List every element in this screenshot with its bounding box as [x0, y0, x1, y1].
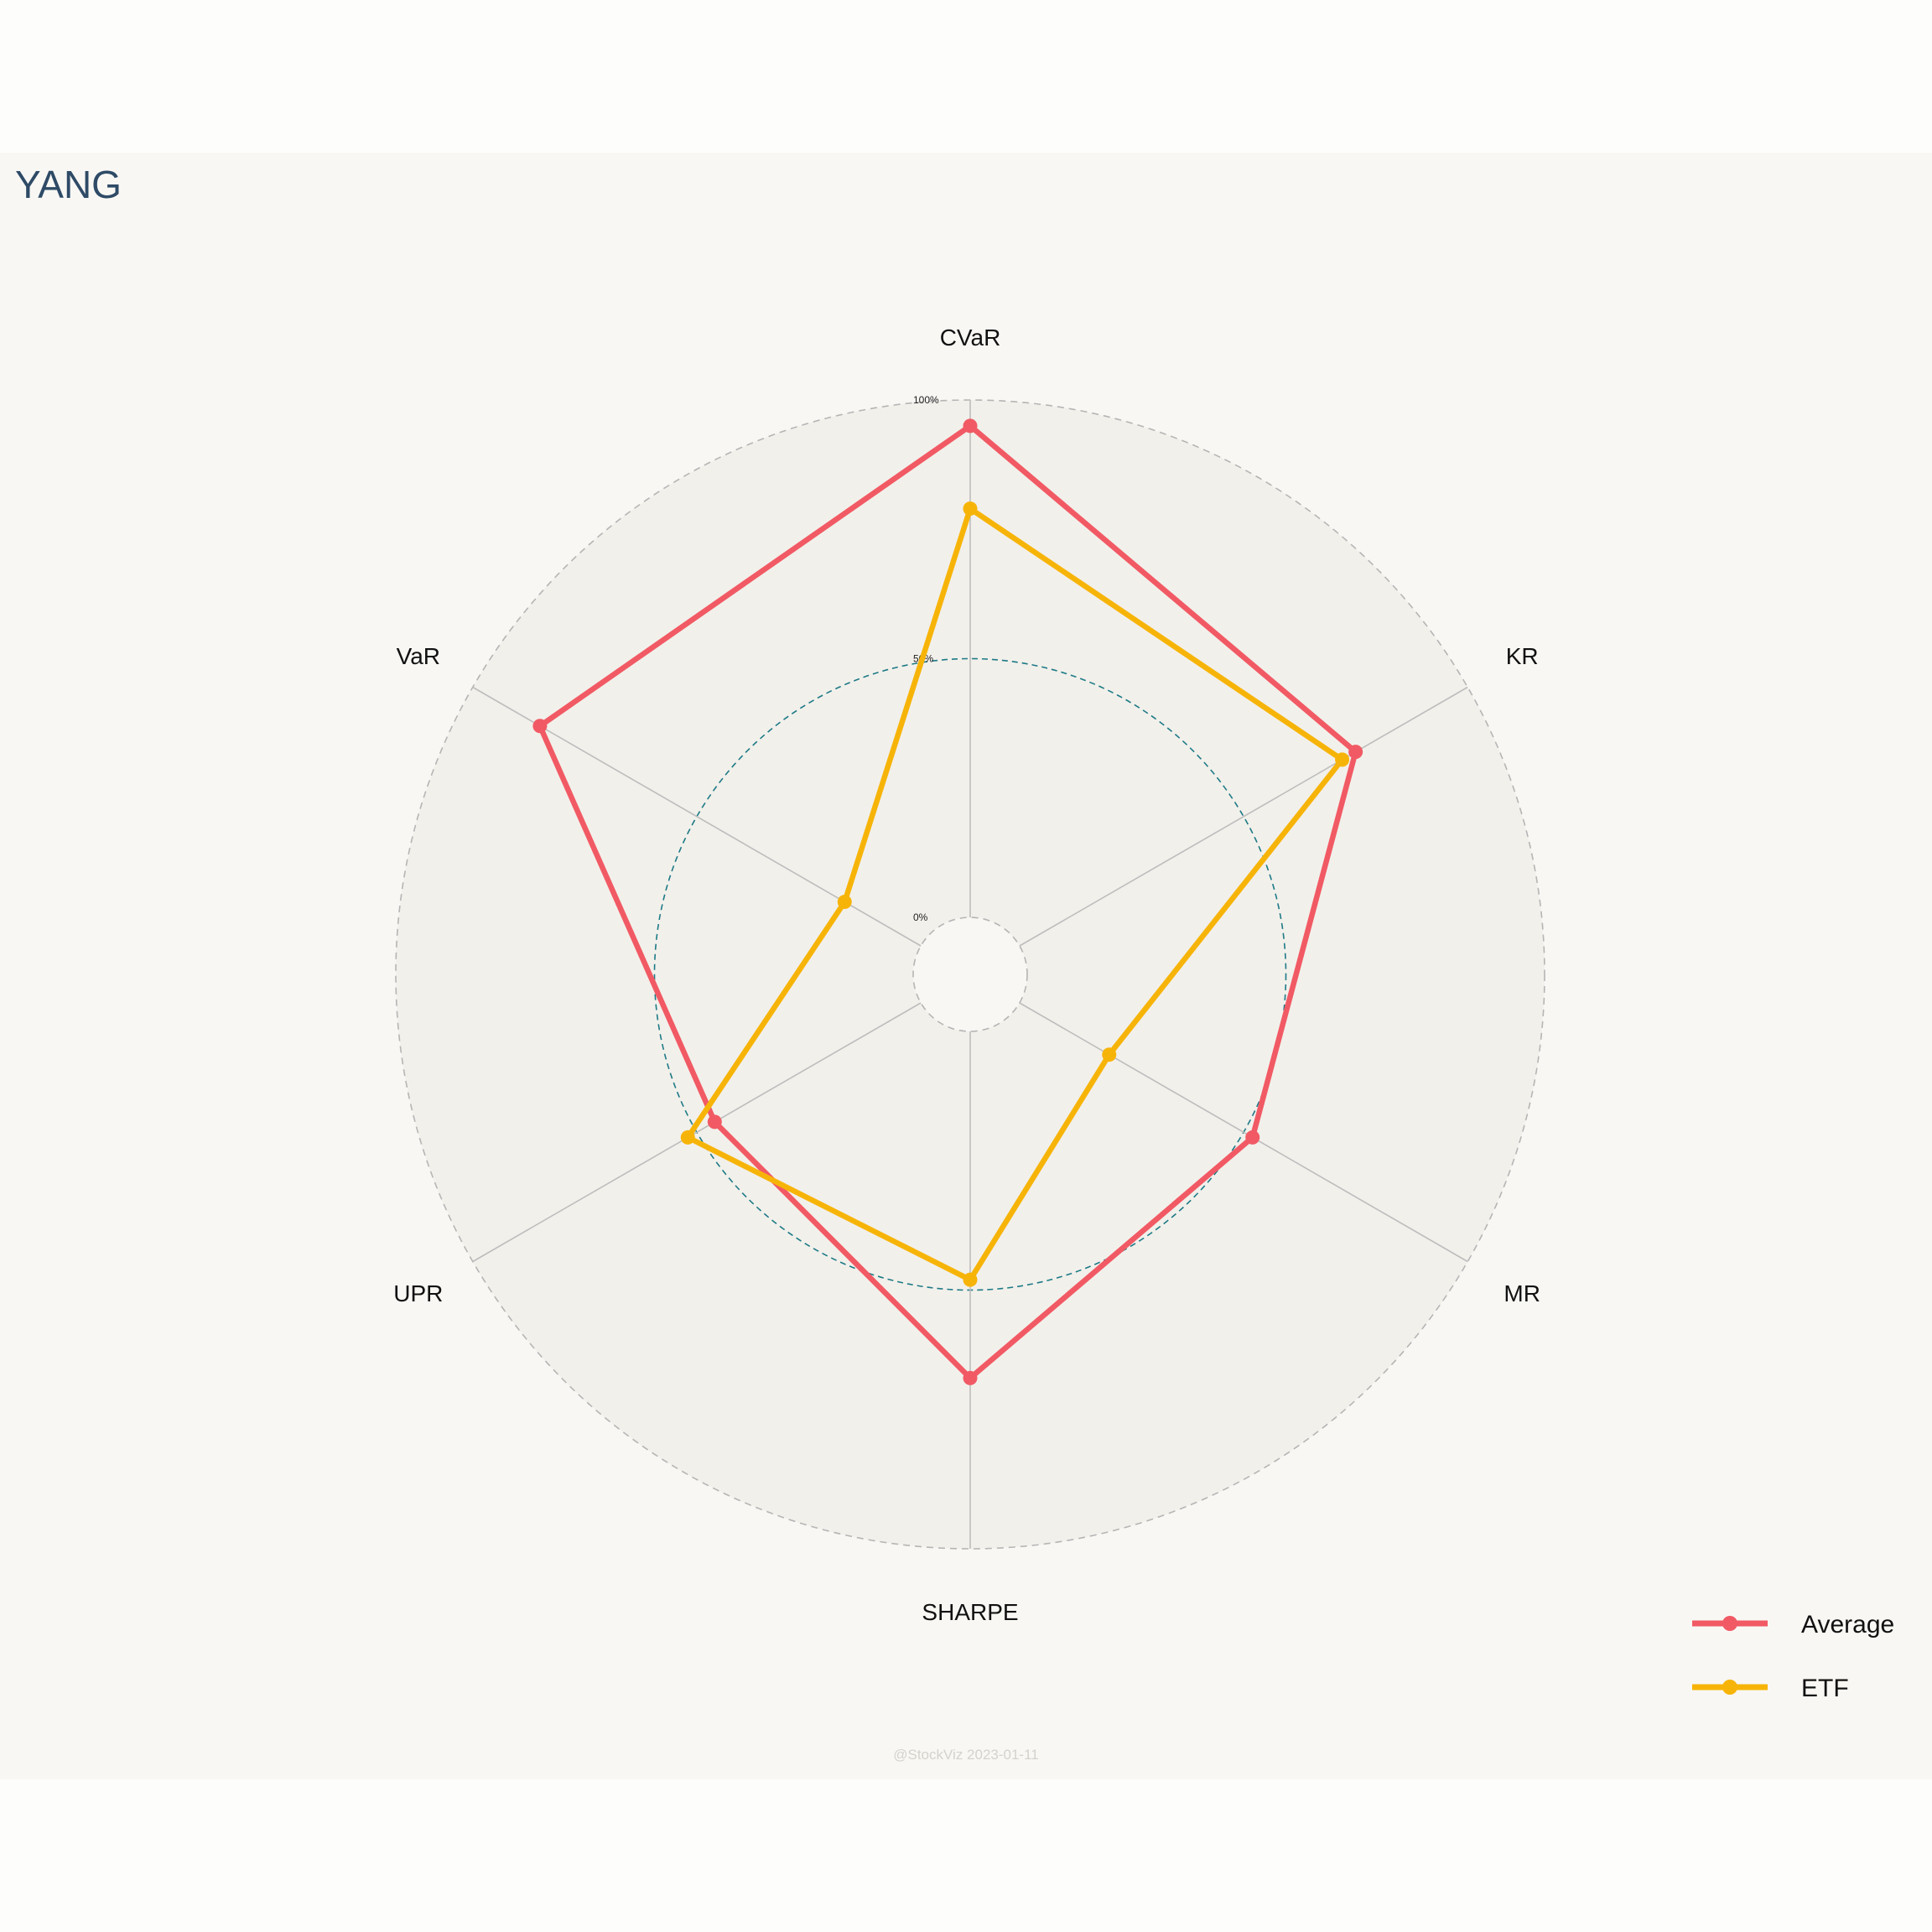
axis-label-cvar: CVaR [940, 325, 1001, 351]
axis-label-mr: MR [1504, 1280, 1540, 1306]
point-average-mr [1245, 1130, 1260, 1145]
spoke-kr [1019, 686, 1468, 947]
legend-marker-etf [1722, 1680, 1737, 1695]
point-etf-sharpe [963, 1272, 978, 1287]
chart-title: YANG [15, 163, 122, 206]
axis-label-kr: KR [1506, 643, 1539, 669]
point-average-upr [707, 1114, 722, 1130]
point-etf-upr [680, 1130, 695, 1145]
legend-marker-average [1722, 1616, 1737, 1631]
ring-0 [912, 917, 1028, 1032]
radar-grid: 0%50%100% [395, 394, 1545, 1550]
point-average-cvar [963, 418, 978, 434]
point-etf-cvar [963, 501, 978, 517]
point-average-sharpe [963, 1370, 978, 1385]
point-average-kr [1348, 745, 1363, 760]
axis-label-var: VaR [397, 643, 440, 669]
axis-label-sharpe: SHARPE [922, 1599, 1018, 1625]
point-average-var [532, 719, 548, 734]
axis-label-upr: UPR [393, 1280, 443, 1306]
legend: Average ETF [1692, 1611, 1894, 1702]
legend-label-average: Average [1801, 1611, 1894, 1639]
axis-labels: CVaR KR MR SHARPE UPR VaR [393, 325, 1540, 1625]
footer-credit: @StockViz 2023-01-11 [893, 1747, 1039, 1763]
radar-series [532, 418, 1363, 1385]
point-etf-mr [1102, 1047, 1117, 1062]
legend-label-etf: ETF [1801, 1675, 1849, 1702]
radial-tick-label: 0% [913, 911, 928, 923]
point-etf-var [837, 895, 852, 910]
spoke-upr [472, 1002, 922, 1263]
radial-tick-label: 100% [913, 394, 939, 406]
point-etf-kr [1335, 752, 1350, 767]
spoke-mr [1019, 1002, 1468, 1263]
